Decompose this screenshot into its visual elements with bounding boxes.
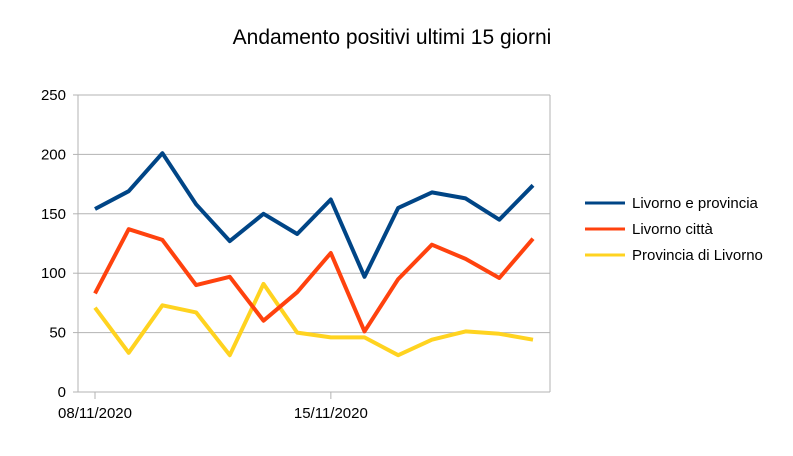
axes: 0 50 100 150 200 250 08/11/2020 15/11/2020 (41, 87, 551, 422)
legend-label: Livorno città (632, 221, 714, 238)
series-line-2 (93, 281, 534, 358)
legend: Livorno e provincia Livorno città Provinci… (585, 195, 763, 264)
y-tick-label: 250 (41, 87, 66, 104)
series-line-1 (93, 227, 535, 334)
x-tick-label: 08/11/2020 (58, 405, 132, 422)
series-lines (93, 151, 535, 358)
y-tick-label: 50 (49, 325, 66, 342)
gridlines (78, 94, 550, 393)
y-tick-label: 150 (41, 206, 66, 223)
y-tick-label: 100 (41, 265, 66, 282)
series-line-0 (94, 151, 535, 279)
legend-label: Provincia di Livorno (632, 247, 763, 264)
chart-title: Andamento positivi ultimi 15 giorni (233, 26, 552, 49)
legend-label: Livorno e provincia (632, 195, 759, 212)
y-tick-label: 0 (58, 384, 66, 401)
x-tick-label: 15/11/2020 (294, 405, 368, 422)
y-tick-label: 200 (41, 146, 66, 163)
